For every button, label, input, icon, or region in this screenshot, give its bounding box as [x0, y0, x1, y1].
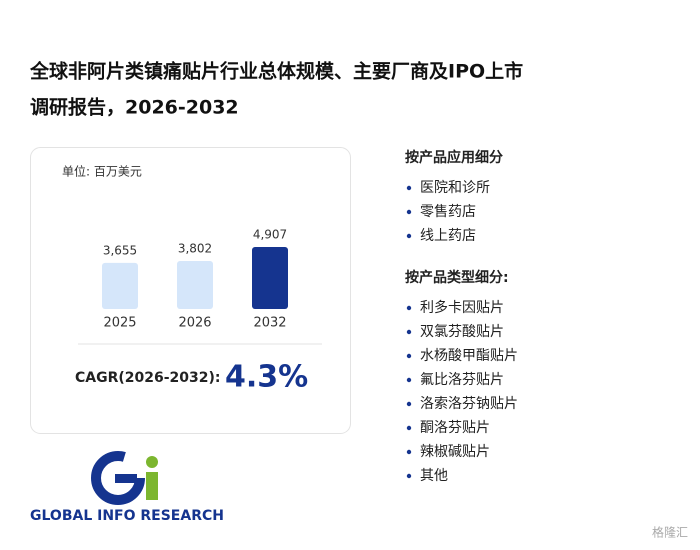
bar: [177, 260, 213, 309]
title-line: 调研报告，2026-2032: [30, 96, 239, 119]
segment-item: 其他: [420, 468, 448, 484]
bullet: [406, 473, 412, 479]
segment-item: 酮洛芬贴片: [420, 420, 490, 436]
segment-item: 医院和诊所: [420, 180, 490, 196]
segment-item: 辣椒碱贴片: [420, 444, 490, 460]
bullet: [406, 401, 412, 407]
bullet: [406, 185, 412, 191]
bar: [252, 247, 288, 309]
segment-heading: 按产品应用细分: [405, 149, 503, 166]
x-tick-label: 2026: [178, 316, 211, 331]
segment-heading: 按产品类型细分:: [405, 269, 509, 286]
title-line: 全球非阿片类镇痛贴片行业总体规模、主要厂商及IPO上市: [29, 60, 523, 83]
watermark: 格隆汇: [652, 525, 688, 540]
logo-g-bar: [115, 474, 137, 483]
segment-item: 利多卡因贴片: [420, 299, 504, 316]
bullet: [406, 233, 412, 239]
segment-item: 双氯芬酸贴片: [420, 324, 504, 340]
segment-item: 氟比洛芬贴片: [420, 372, 504, 388]
value-label: 3,655: [103, 243, 137, 257]
logo-i-dot: [146, 456, 158, 468]
bullet: [406, 305, 412, 311]
logo-g: [91, 451, 145, 505]
value-label: 4,907: [253, 228, 287, 242]
bar: [102, 262, 138, 309]
bullet: [406, 377, 412, 383]
x-tick-label: 2025: [103, 316, 136, 331]
cagr-label: CAGR(2026-2032):: [75, 370, 221, 386]
value-label: 3,802: [178, 241, 212, 255]
logo-i: [146, 472, 158, 500]
segment-item: 线上药店: [420, 228, 476, 244]
logo: [91, 451, 158, 505]
unit-label: 单位: 百万美元: [62, 164, 142, 179]
bullet: [406, 209, 412, 215]
segment-item: 零售药店: [420, 204, 476, 220]
bullet: [406, 425, 412, 431]
x-tick-label: 2032: [253, 316, 286, 331]
segment-item: 洛索洛芬钠贴片: [420, 395, 518, 412]
bullet: [406, 353, 412, 359]
logo-text: GLOBAL INFO RESEARCH: [30, 508, 224, 524]
segment-item: 水杨酸甲酯贴片: [420, 348, 518, 364]
bullet: [406, 449, 412, 455]
cagr-value: 4.3%: [225, 360, 308, 395]
bullet: [406, 329, 412, 335]
